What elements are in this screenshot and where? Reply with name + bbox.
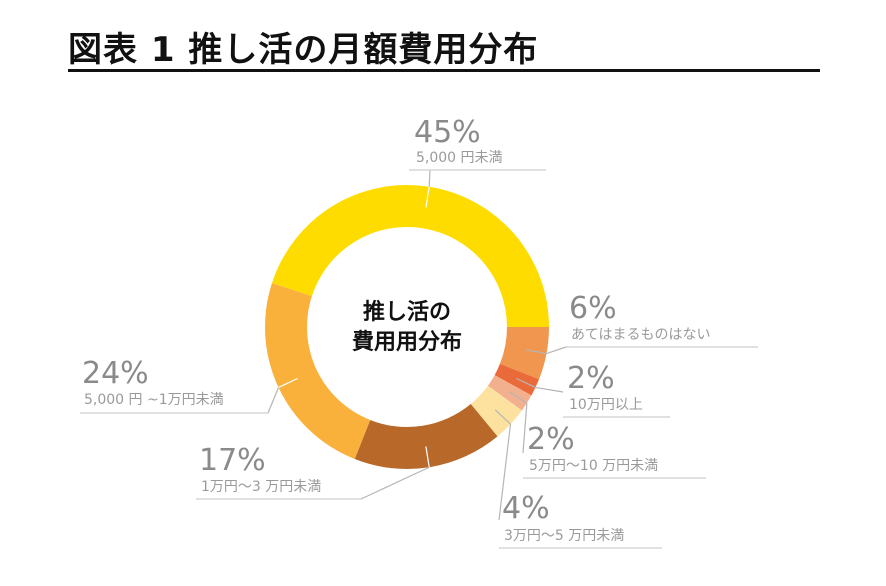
center-label-line: 費用用分布 [352, 329, 462, 355]
slice-value-label: 24% [82, 356, 149, 391]
donut-slice [499, 327, 549, 380]
slice-category-label: 10万円以上 [569, 397, 643, 413]
leader-line [360, 466, 430, 500]
leader-line [516, 377, 536, 389]
center-label-line: 推し活の [363, 300, 451, 325]
slice-category-label: 3万円～5 万円未満 [504, 528, 624, 544]
leader-line [428, 169, 431, 187]
slice-value-label: 2% [567, 361, 615, 396]
slice-category-label: 5,000 円 ~1万円未満 [84, 392, 224, 408]
leader-line [508, 391, 528, 404]
slice-value-label: 17% [199, 443, 266, 478]
leader-line [494, 409, 511, 425]
leader-line [425, 186, 430, 208]
donut-slice [494, 363, 540, 396]
donut-slice [354, 404, 498, 469]
leader-lines [80, 169, 758, 549]
chart-title: 図表 1 推し活の月額費用分布 [68, 30, 539, 70]
title-underline [68, 69, 820, 72]
leader-line [535, 386, 564, 393]
donut-slices [265, 185, 549, 469]
slice-value-label: 4% [502, 491, 550, 526]
donut-slice [265, 283, 371, 460]
leader-line [498, 424, 512, 521]
leader-line [525, 349, 547, 355]
leader-line [522, 403, 528, 454]
leader-line [278, 377, 298, 389]
donut-slice [271, 185, 549, 327]
slice-category-label: 5,000 円未満 [416, 150, 503, 166]
slice-value-label: 45% [414, 115, 481, 150]
slice-value-label: 2% [527, 422, 575, 457]
slice-value-label: 6% [569, 291, 617, 326]
slice-category-label: 1万円～3 万円未満 [201, 479, 321, 495]
leader-line [425, 446, 430, 468]
leader-line [267, 387, 280, 414]
slice-category-label: 5万円～10 万円未満 [529, 458, 658, 474]
slice-labels: 45%5,000 円未満6%あてはまるものはない2%10万円以上2%5万円～10… [82, 115, 710, 544]
leader-line [546, 346, 567, 355]
slice-category-label: あてはまるものはない [571, 327, 710, 343]
